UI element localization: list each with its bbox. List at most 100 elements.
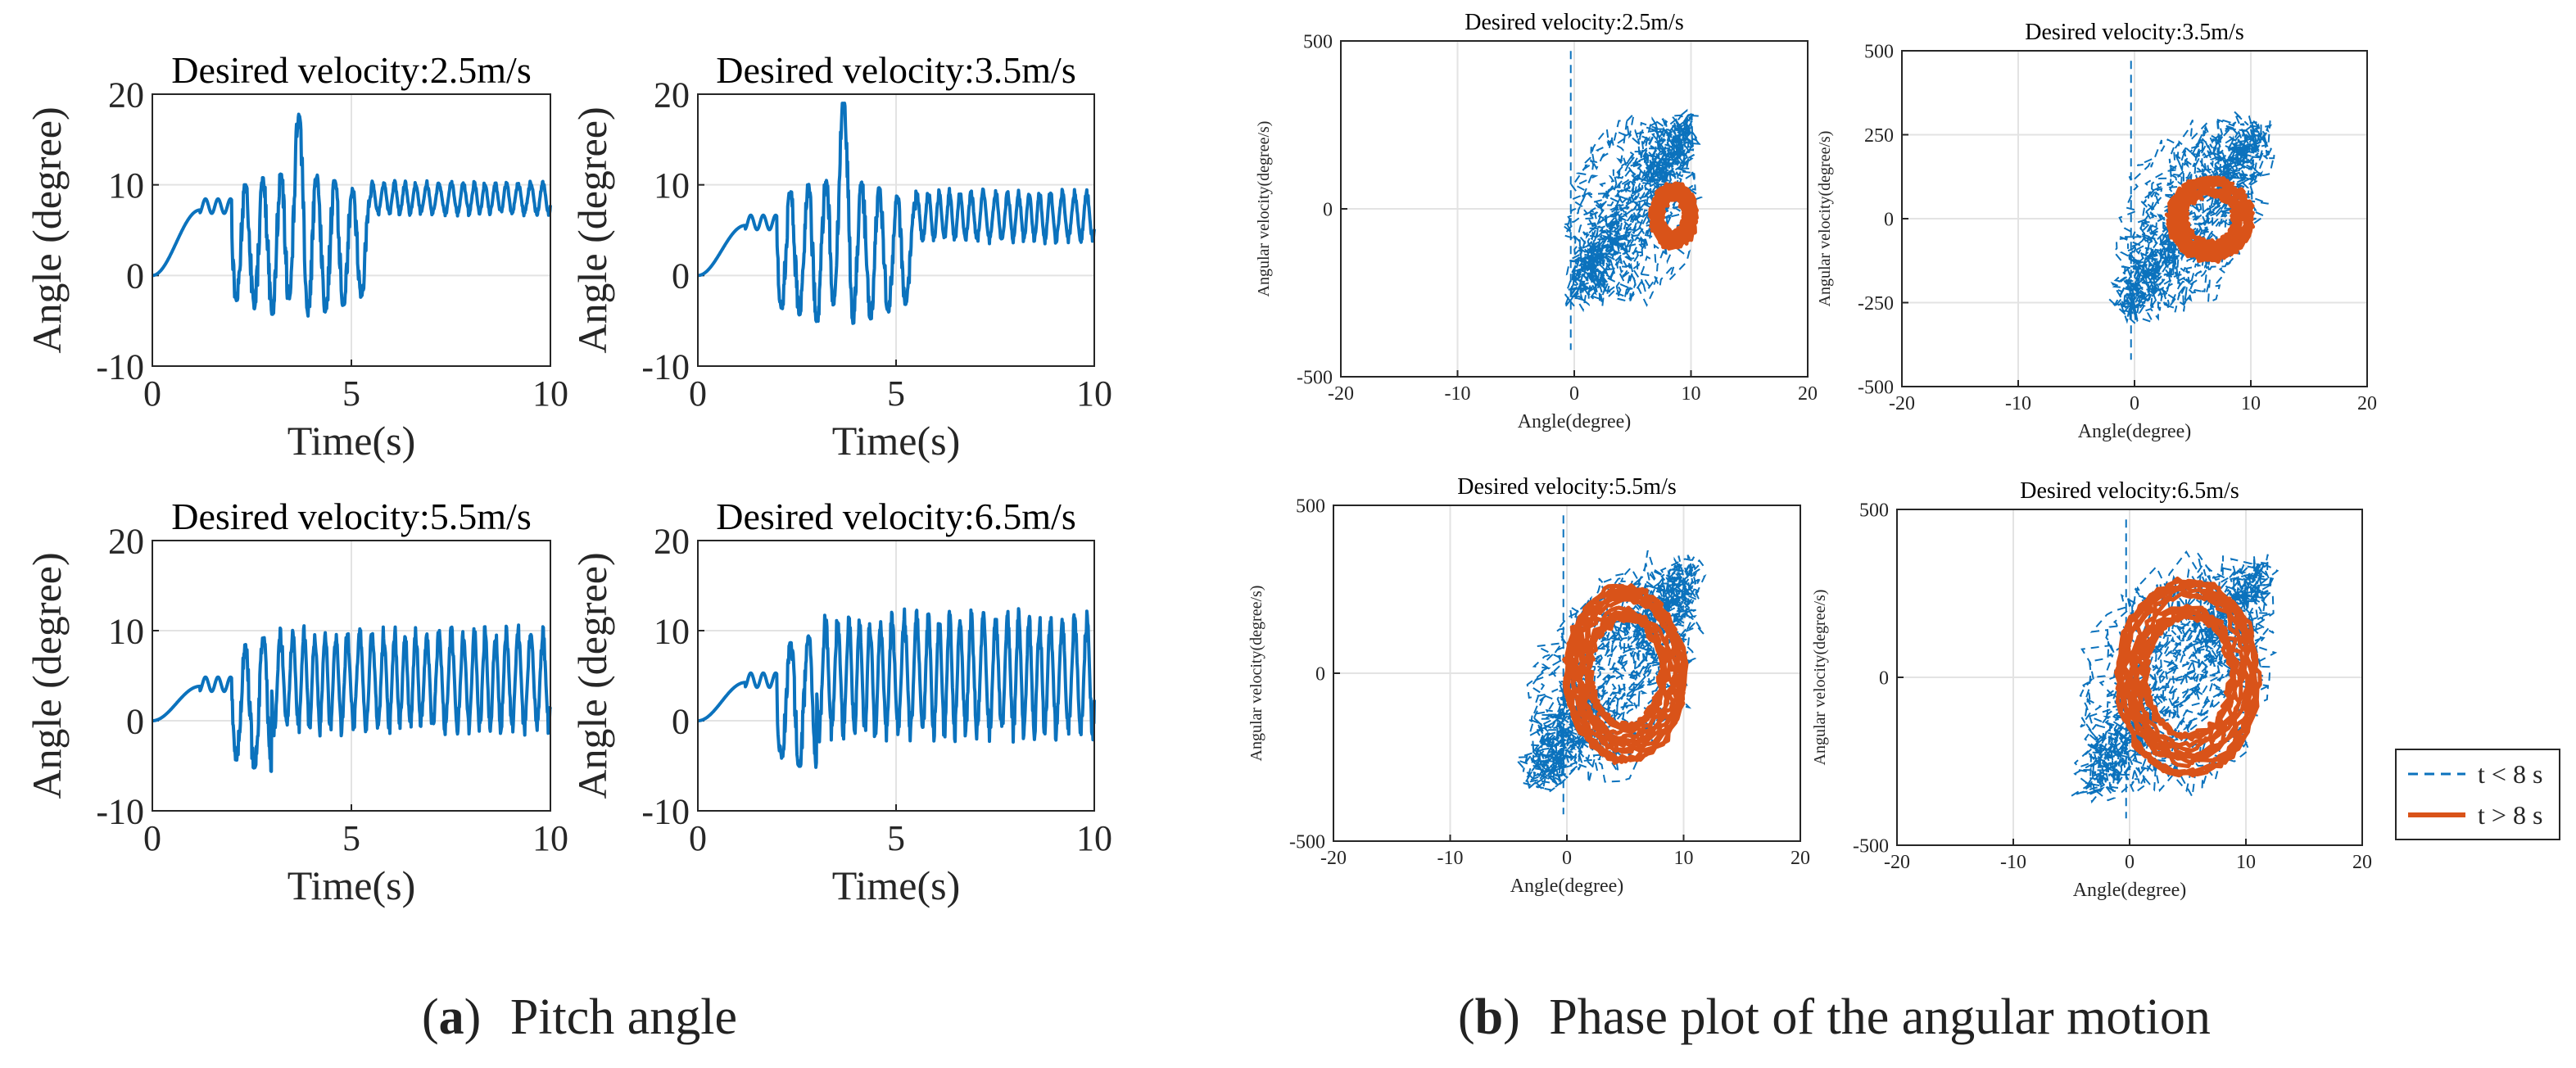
y-axis-label: Angle (degree)	[24, 106, 70, 353]
x-tick-label: 20	[1798, 383, 1818, 405]
x-axis-label: Time(s)	[832, 418, 961, 464]
x-tick-label: 0	[689, 818, 707, 858]
x-tick-label: -20	[1320, 848, 1347, 869]
chart-title: Desired velocity:5.5m/s	[171, 496, 531, 537]
y-tick-label: 10	[108, 165, 144, 206]
phase-steady-line	[2164, 175, 2256, 265]
legend-label-after: t > 8 s	[2478, 800, 2542, 830]
caption-a-close: )	[464, 989, 482, 1045]
y-tick-label: 0	[1323, 199, 1333, 220]
pitch-series-line	[696, 607, 1096, 769]
phase-steady-line	[1648, 181, 1699, 251]
chart-phase-5.5: -20 -10 0 10 20 -500 0 500 Desired velocity:5.5m…	[1247, 474, 1810, 897]
legend: t < 8 s t > 8 s	[2395, 749, 2560, 840]
y-axis-label: Angle (degree)	[569, 106, 615, 353]
y-tick-label: -10	[641, 346, 690, 387]
caption-b-open: (	[1458, 989, 1475, 1045]
chart-title: Desired velocity:6.5m/s	[716, 496, 1075, 537]
y-tick-label: 0	[126, 256, 144, 296]
x-axis-label: Angle(degree)	[1510, 876, 1624, 897]
y-axis-label: Angle (degree)	[569, 552, 615, 799]
svg-text:(a) Pitch angle: (a) Pitch angle	[422, 989, 737, 1045]
phase-transient-line	[2071, 550, 2279, 804]
y-tick-label: -10	[641, 791, 690, 831]
x-axis-label: Angle(degree)	[1518, 411, 1632, 432]
chart-phase-6.5: -20 -10 0 10 20 -500 0 500 Desired velocity:6.5m…	[1811, 478, 2372, 901]
x-tick-label: 5	[342, 373, 360, 414]
phase-steady-line	[1562, 583, 1689, 766]
plot-frame	[1333, 505, 1801, 842]
x-tick-label: 0	[1569, 383, 1579, 405]
y-tick-label: 500	[1864, 41, 1894, 62]
plot-frame	[697, 540, 1095, 812]
chart-title: Desired velocity:3.5m/s	[716, 49, 1075, 91]
y-axis-label: Angular velocity(degree/s)	[1811, 590, 1829, 766]
caption-a-text: Pitch angle	[510, 989, 737, 1045]
chart-title: Desired velocity:3.5m/s	[2025, 20, 2244, 45]
x-axis-label: Time(s)	[287, 862, 416, 908]
caption-b-tag: b	[1475, 989, 1503, 1045]
y-axis-label: Angle (degree)	[24, 552, 70, 799]
y-tick-label: 0	[672, 256, 690, 296]
x-tick-label: -20	[1884, 852, 1910, 873]
plot-frame	[152, 93, 551, 367]
y-tick-label: 0	[672, 701, 690, 741]
y-tick-label: 500	[1303, 31, 1333, 52]
chart-title: Desired velocity:2.5m/s	[1465, 10, 1684, 35]
y-tick-label: 10	[654, 611, 690, 651]
caption-b: (b) Phase plot of the angular motion	[1458, 989, 2211, 1045]
chart-phase-3.5: -20 -10 0 10 20 -500 -250 0 250 500 Desired veloci…	[1816, 20, 2377, 442]
x-tick-label: 5	[887, 818, 905, 858]
y-tick-label: 20	[108, 75, 144, 115]
y-axis-label: Angular velocity(degree/s)	[1816, 131, 1834, 307]
x-axis-label: Angle(degree)	[2073, 880, 2187, 901]
caption-a: (a) Pitch angle	[422, 989, 737, 1045]
x-tick-label: -10	[1445, 383, 1471, 405]
x-tick-label: 10	[1076, 818, 1112, 858]
plot-frame	[152, 540, 551, 812]
chart-title: Desired velocity:5.5m/s	[1457, 474, 1677, 500]
plot-frame	[697, 93, 1095, 367]
chart-title: Desired velocity:2.5m/s	[171, 49, 531, 91]
x-tick-label: 10	[532, 373, 568, 414]
y-tick-label: 0	[1879, 668, 1889, 689]
pitch-series-line	[151, 623, 552, 773]
x-tick-label: 20	[1791, 848, 1810, 869]
x-tick-label: 10	[532, 818, 568, 858]
legend-box	[2395, 749, 2560, 840]
y-tick-label: 500	[1859, 500, 1889, 521]
x-tick-label: -20	[1328, 383, 1354, 405]
caption-a-open: (	[422, 989, 439, 1045]
y-tick-label: 10	[654, 165, 690, 206]
phase-steady-line	[2113, 577, 2262, 778]
x-tick-label: 0	[1562, 848, 1572, 869]
y-tick-label: 20	[654, 521, 690, 561]
x-axis-label: Angle(degree)	[2078, 421, 2192, 442]
y-tick-label: 20	[654, 75, 690, 115]
y-tick-label: -500	[1858, 377, 1894, 398]
x-axis-label: Time(s)	[832, 862, 961, 908]
x-tick-label: 0	[143, 818, 161, 858]
x-tick-label: -10	[1437, 848, 1464, 869]
y-tick-label: 20	[108, 521, 144, 561]
x-tick-label: -10	[2005, 393, 2031, 414]
svg-text:(b) Phase plot of the an: (b) Phase plot of the angular motion	[1458, 989, 2211, 1045]
y-tick-label: 10	[108, 611, 144, 651]
y-axis-label: Angular velocity(degree/s)	[1247, 586, 1265, 762]
y-tick-label: -10	[96, 791, 144, 831]
caption-b-text: Phase plot of the angular motion	[1549, 989, 2211, 1045]
plot-frame	[1901, 50, 2368, 387]
y-tick-label: 500	[1296, 496, 1325, 517]
legend-label-before: t < 8 s	[2478, 759, 2542, 789]
x-tick-label: 5	[342, 818, 360, 858]
x-tick-label: 10	[1674, 848, 1694, 869]
y-tick-label: -10	[96, 346, 144, 387]
x-tick-label: 0	[143, 373, 161, 414]
x-tick-label: 0	[2130, 393, 2139, 414]
x-tick-label: 10	[2236, 852, 2256, 873]
y-tick-label: 250	[1864, 125, 1894, 147]
y-tick-label: 0	[1315, 663, 1325, 685]
